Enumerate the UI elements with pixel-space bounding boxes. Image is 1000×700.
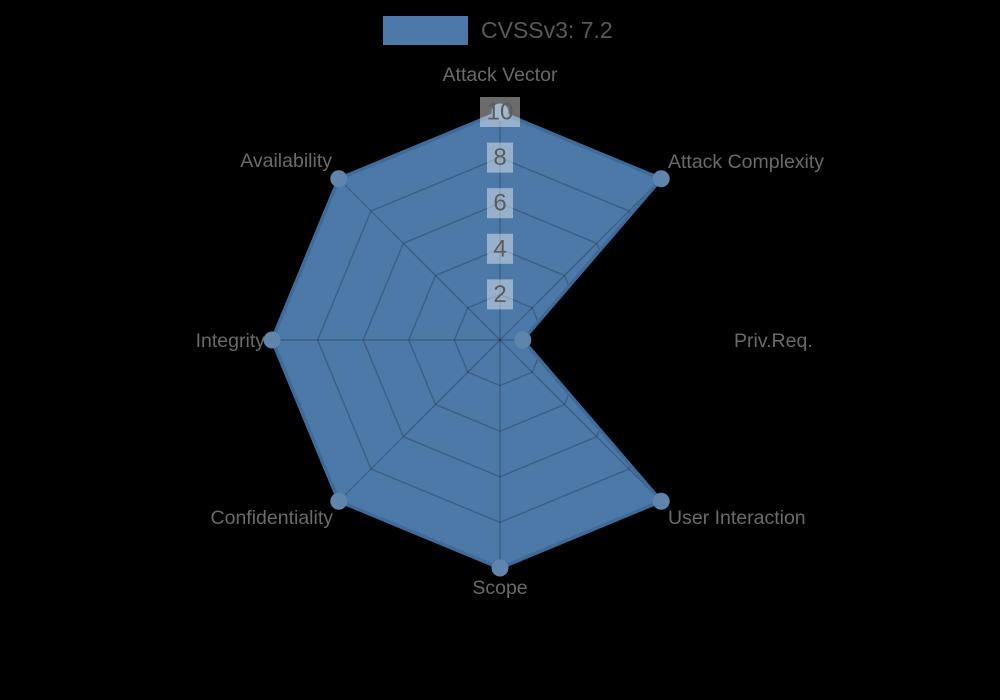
axis-label-user-interaction: User Interaction	[668, 507, 806, 529]
axis-spoke	[499, 178, 662, 341]
grid-ring	[316, 156, 684, 524]
tick-backdrop	[487, 142, 513, 173]
axis-label-priv-req: Priv.Req.	[734, 330, 813, 352]
vertex-marker	[263, 331, 281, 349]
tick-label: 8	[493, 144, 506, 171]
tick-backdrop	[480, 97, 520, 127]
vertex-marker	[514, 331, 532, 349]
axis-label-availability: Availability	[240, 150, 332, 172]
axis-label-scope: Scope	[472, 577, 527, 599]
axis-label-attack-vector: Attack Vector	[443, 64, 558, 86]
axis-label-attack-complexity: Attack Complexity	[668, 151, 824, 173]
vertex-marker	[330, 492, 348, 510]
vertex-marker	[652, 492, 670, 510]
tick-backdrop	[487, 233, 513, 264]
tick-label: 4	[493, 235, 506, 262]
axis-spoke	[338, 339, 501, 502]
tick-backdrop	[487, 279, 513, 310]
axis-spoke	[338, 178, 501, 341]
vertex-marker	[330, 170, 348, 188]
legend-label: CVSSv3: 7.2	[481, 17, 613, 43]
tick-backdrop	[487, 188, 513, 219]
axis-spoke	[499, 339, 662, 502]
grid-ring	[407, 247, 593, 433]
grid-ring	[362, 202, 638, 478]
radar-series-fill	[272, 112, 662, 568]
tick-label: 6	[493, 190, 506, 217]
vertex-marker	[491, 103, 509, 121]
chart-legend[interactable]: CVSSv3: 7.2	[383, 16, 613, 45]
tick-label: 2	[493, 281, 506, 308]
axis-label-confidentiality: Confidentiality	[211, 507, 334, 529]
legend-color-swatch	[383, 16, 468, 45]
vertex-marker	[491, 559, 509, 577]
tick-label: 10	[487, 99, 514, 126]
vertex-marker	[652, 170, 670, 188]
grid-ring	[453, 293, 547, 387]
axis-label-integrity: Integrity	[196, 330, 266, 352]
